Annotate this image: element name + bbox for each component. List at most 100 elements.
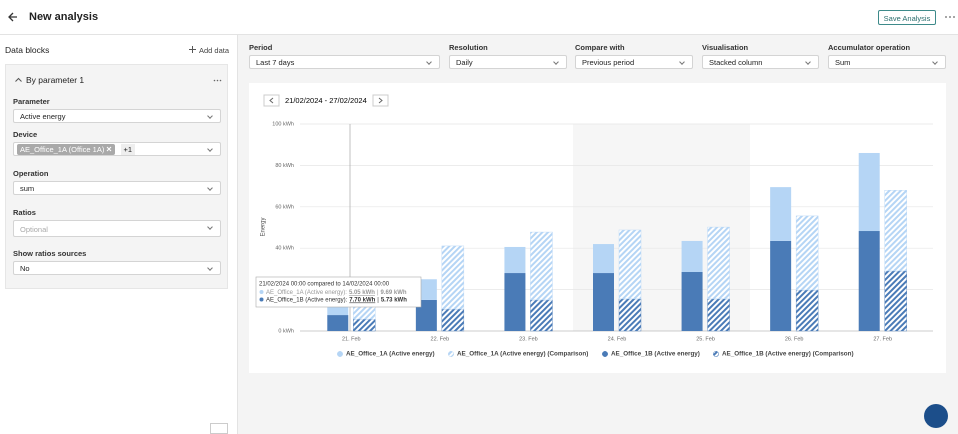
select-value: sum <box>20 184 35 193</box>
ratios-sources-select[interactable]: No <box>13 261 221 275</box>
tooltip-label: AE_Office_1A (Active energy): <box>266 290 347 296</box>
ratios-select[interactable]: Optional <box>13 220 221 237</box>
add-icon <box>189 46 196 53</box>
select-placeholder: Optional <box>20 225 48 234</box>
header: New analysis Save Analysis <box>0 0 958 35</box>
y-tick-label: 100 kWh <box>272 121 294 127</box>
field-label: Operation <box>13 169 49 178</box>
select-value: No <box>20 264 30 273</box>
bar-segment <box>504 273 526 331</box>
block-menu[interactable] <box>213 79 222 82</box>
tooltip-comparison: 5.73 kWh <box>381 297 407 303</box>
select-value: Last 7 days <box>256 58 295 67</box>
tooltip-separator: | <box>377 297 379 303</box>
bar-segment <box>618 298 642 332</box>
data-block: By parameter 1 Parameter Active energy D… <box>5 64 228 289</box>
back-button[interactable] <box>7 11 19 23</box>
bar-segment <box>530 299 553 332</box>
tooltip-title: 21/02/2024 00:00 compared to 14/02/2024 … <box>259 282 390 288</box>
control-label: Period <box>249 43 273 52</box>
field-label: Ratios <box>13 208 36 217</box>
bar-segment <box>884 190 907 272</box>
bar-segment <box>884 270 907 332</box>
bar-segment <box>795 289 819 332</box>
prev-button[interactable] <box>263 94 280 107</box>
control-select[interactable]: Last 7 days <box>249 55 440 69</box>
block-title: By parameter 1 <box>26 75 85 85</box>
page-title: New analysis <box>29 11 99 23</box>
bar-segment <box>795 215 819 291</box>
y-tick-label: 80 kWh <box>275 163 294 169</box>
x-tick-label: 25. Feb <box>696 336 715 342</box>
tooltip-value: 7.70 kWh <box>349 297 375 303</box>
x-tick-label: 22. Feb <box>431 336 450 342</box>
tooltip <box>255 276 422 308</box>
device-select[interactable]: AE_Office_1A (Office 1A) +1 <box>13 142 221 156</box>
sidebar: Data blocks Add data By parameter 1 Para… <box>0 35 238 434</box>
bar-segment <box>530 231 553 301</box>
y-tick-label: 0 kWh <box>278 328 294 334</box>
chip-label: AE_Office_1A (Office 1A) <box>20 145 105 154</box>
control-label: Resolution <box>449 43 488 52</box>
bar-segment <box>681 240 703 273</box>
chat-button[interactable] <box>924 404 948 428</box>
bar-segment <box>681 272 703 331</box>
x-tick-label: 23. Feb <box>519 336 538 342</box>
bar-segment <box>770 187 792 241</box>
field-label: Device <box>13 130 38 139</box>
tooltip-row: AE_Office_1A (Active energy): 5.05 kWh | 9.… <box>266 290 407 296</box>
next-button[interactable] <box>372 94 389 107</box>
tooltip-marker <box>259 290 264 294</box>
y-tick-label: 40 kWh <box>275 246 294 252</box>
x-tick-label: 27. Feb <box>873 336 892 342</box>
field-label: Parameter <box>13 97 50 106</box>
bar-segment <box>707 298 730 332</box>
control-select[interactable]: Stacked column <box>702 55 819 69</box>
date-range: 21/02/2024 - 27/02/2024 <box>285 96 367 105</box>
legend-marker <box>337 351 343 357</box>
control-label: Accumulator operation <box>828 43 911 52</box>
legend-label: AE_Office_1A (Active energy) (Comparison… <box>457 351 588 358</box>
bar-segment <box>707 226 730 300</box>
control-select[interactable]: Daily <box>449 55 567 69</box>
control-select[interactable]: Previous period <box>575 55 693 69</box>
legend-marker <box>602 351 608 357</box>
tooltip-label: AE_Office_1B (Active energy): <box>266 297 348 303</box>
control-select[interactable]: Sum <box>828 55 946 69</box>
legend-marker <box>713 351 719 357</box>
field-label: Show ratios sources <box>13 249 87 258</box>
bar-segment <box>441 308 465 332</box>
x-tick-label: 21. Feb <box>342 336 361 342</box>
bar-segment <box>770 240 792 331</box>
select-value: Active energy <box>20 112 66 121</box>
select-value: Previous period <box>582 58 635 67</box>
legend-label: AE_Office_1B (Active energy) (Comparison… <box>722 351 854 358</box>
legend-label: AE_Office_1B (Active energy) <box>611 351 700 358</box>
operation-select[interactable]: sum <box>13 181 221 195</box>
more-menu[interactable] <box>944 15 956 19</box>
bar-segment <box>504 246 526 274</box>
select-value: Stacked column <box>709 58 763 67</box>
tooltip-comparison: 9.69 kWh <box>381 290 407 296</box>
parameter-select[interactable]: Active energy <box>13 109 221 123</box>
bar-segment <box>618 229 642 300</box>
device-chip: AE_Office_1A (Office 1A) <box>17 144 116 155</box>
bar-segment <box>441 245 465 310</box>
select-value: Sum <box>835 58 851 67</box>
bar-segment <box>858 231 880 331</box>
bar-segment <box>327 304 349 316</box>
tooltip-value: 5.05 kWh <box>349 290 375 296</box>
legend-marker <box>448 351 454 357</box>
collapse-icon[interactable] <box>15 77 22 82</box>
add-data-button[interactable]: Add data <box>199 46 230 55</box>
collapse-sidebar[interactable] <box>210 423 228 434</box>
select-value: Daily <box>456 58 473 67</box>
more-chip: +1 <box>120 144 136 155</box>
y-axis-title: Energy <box>261 217 267 236</box>
sidebar-title: Data blocks <box>5 45 50 55</box>
x-tick-label: 24. Feb <box>608 336 627 342</box>
chip-remove[interactable] <box>106 146 112 152</box>
save-button[interactable]: Save Analysis <box>878 10 936 25</box>
tooltip-marker <box>259 297 264 302</box>
